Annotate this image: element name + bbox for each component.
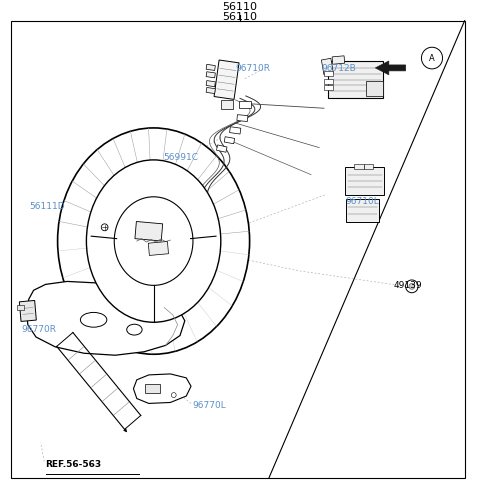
Polygon shape: [206, 81, 216, 87]
Polygon shape: [135, 221, 163, 241]
Circle shape: [101, 224, 108, 231]
Polygon shape: [216, 145, 227, 152]
Ellipse shape: [127, 324, 142, 335]
Polygon shape: [324, 85, 333, 90]
Text: 49139: 49139: [394, 281, 422, 290]
Text: 56991C: 56991C: [163, 153, 198, 162]
Ellipse shape: [86, 160, 221, 322]
Polygon shape: [327, 61, 383, 98]
Polygon shape: [322, 58, 333, 75]
Polygon shape: [19, 301, 36, 321]
Polygon shape: [324, 71, 333, 76]
Polygon shape: [16, 305, 24, 310]
Polygon shape: [220, 100, 232, 109]
Text: 96770R: 96770R: [22, 325, 57, 334]
Ellipse shape: [58, 128, 250, 354]
Polygon shape: [354, 164, 364, 169]
Text: 96710R: 96710R: [235, 64, 270, 73]
Polygon shape: [224, 137, 235, 144]
Polygon shape: [324, 79, 333, 84]
Polygon shape: [346, 199, 379, 222]
Circle shape: [409, 283, 415, 289]
Polygon shape: [148, 242, 168, 255]
Text: 96710L: 96710L: [346, 197, 379, 206]
Text: 56110: 56110: [223, 12, 257, 22]
Circle shape: [421, 47, 443, 69]
Polygon shape: [345, 167, 384, 195]
Polygon shape: [206, 88, 216, 93]
Circle shape: [171, 393, 176, 398]
Polygon shape: [229, 127, 241, 134]
Text: 56110: 56110: [223, 2, 257, 12]
Ellipse shape: [81, 312, 107, 327]
Polygon shape: [206, 64, 216, 70]
Ellipse shape: [114, 197, 193, 285]
Polygon shape: [332, 56, 345, 64]
Text: 96770L: 96770L: [192, 401, 226, 410]
Polygon shape: [366, 81, 383, 96]
Polygon shape: [375, 61, 406, 75]
Text: 96712B: 96712B: [322, 64, 356, 73]
Polygon shape: [214, 60, 239, 99]
Text: 56111D: 56111D: [29, 202, 64, 211]
Polygon shape: [364, 164, 373, 169]
Polygon shape: [145, 384, 160, 393]
Circle shape: [406, 280, 418, 293]
Polygon shape: [26, 281, 185, 355]
Text: A: A: [429, 54, 435, 62]
Polygon shape: [206, 72, 216, 78]
Polygon shape: [237, 115, 248, 122]
Polygon shape: [133, 374, 191, 403]
Polygon shape: [239, 101, 251, 108]
Text: REF.56-563: REF.56-563: [46, 461, 102, 469]
